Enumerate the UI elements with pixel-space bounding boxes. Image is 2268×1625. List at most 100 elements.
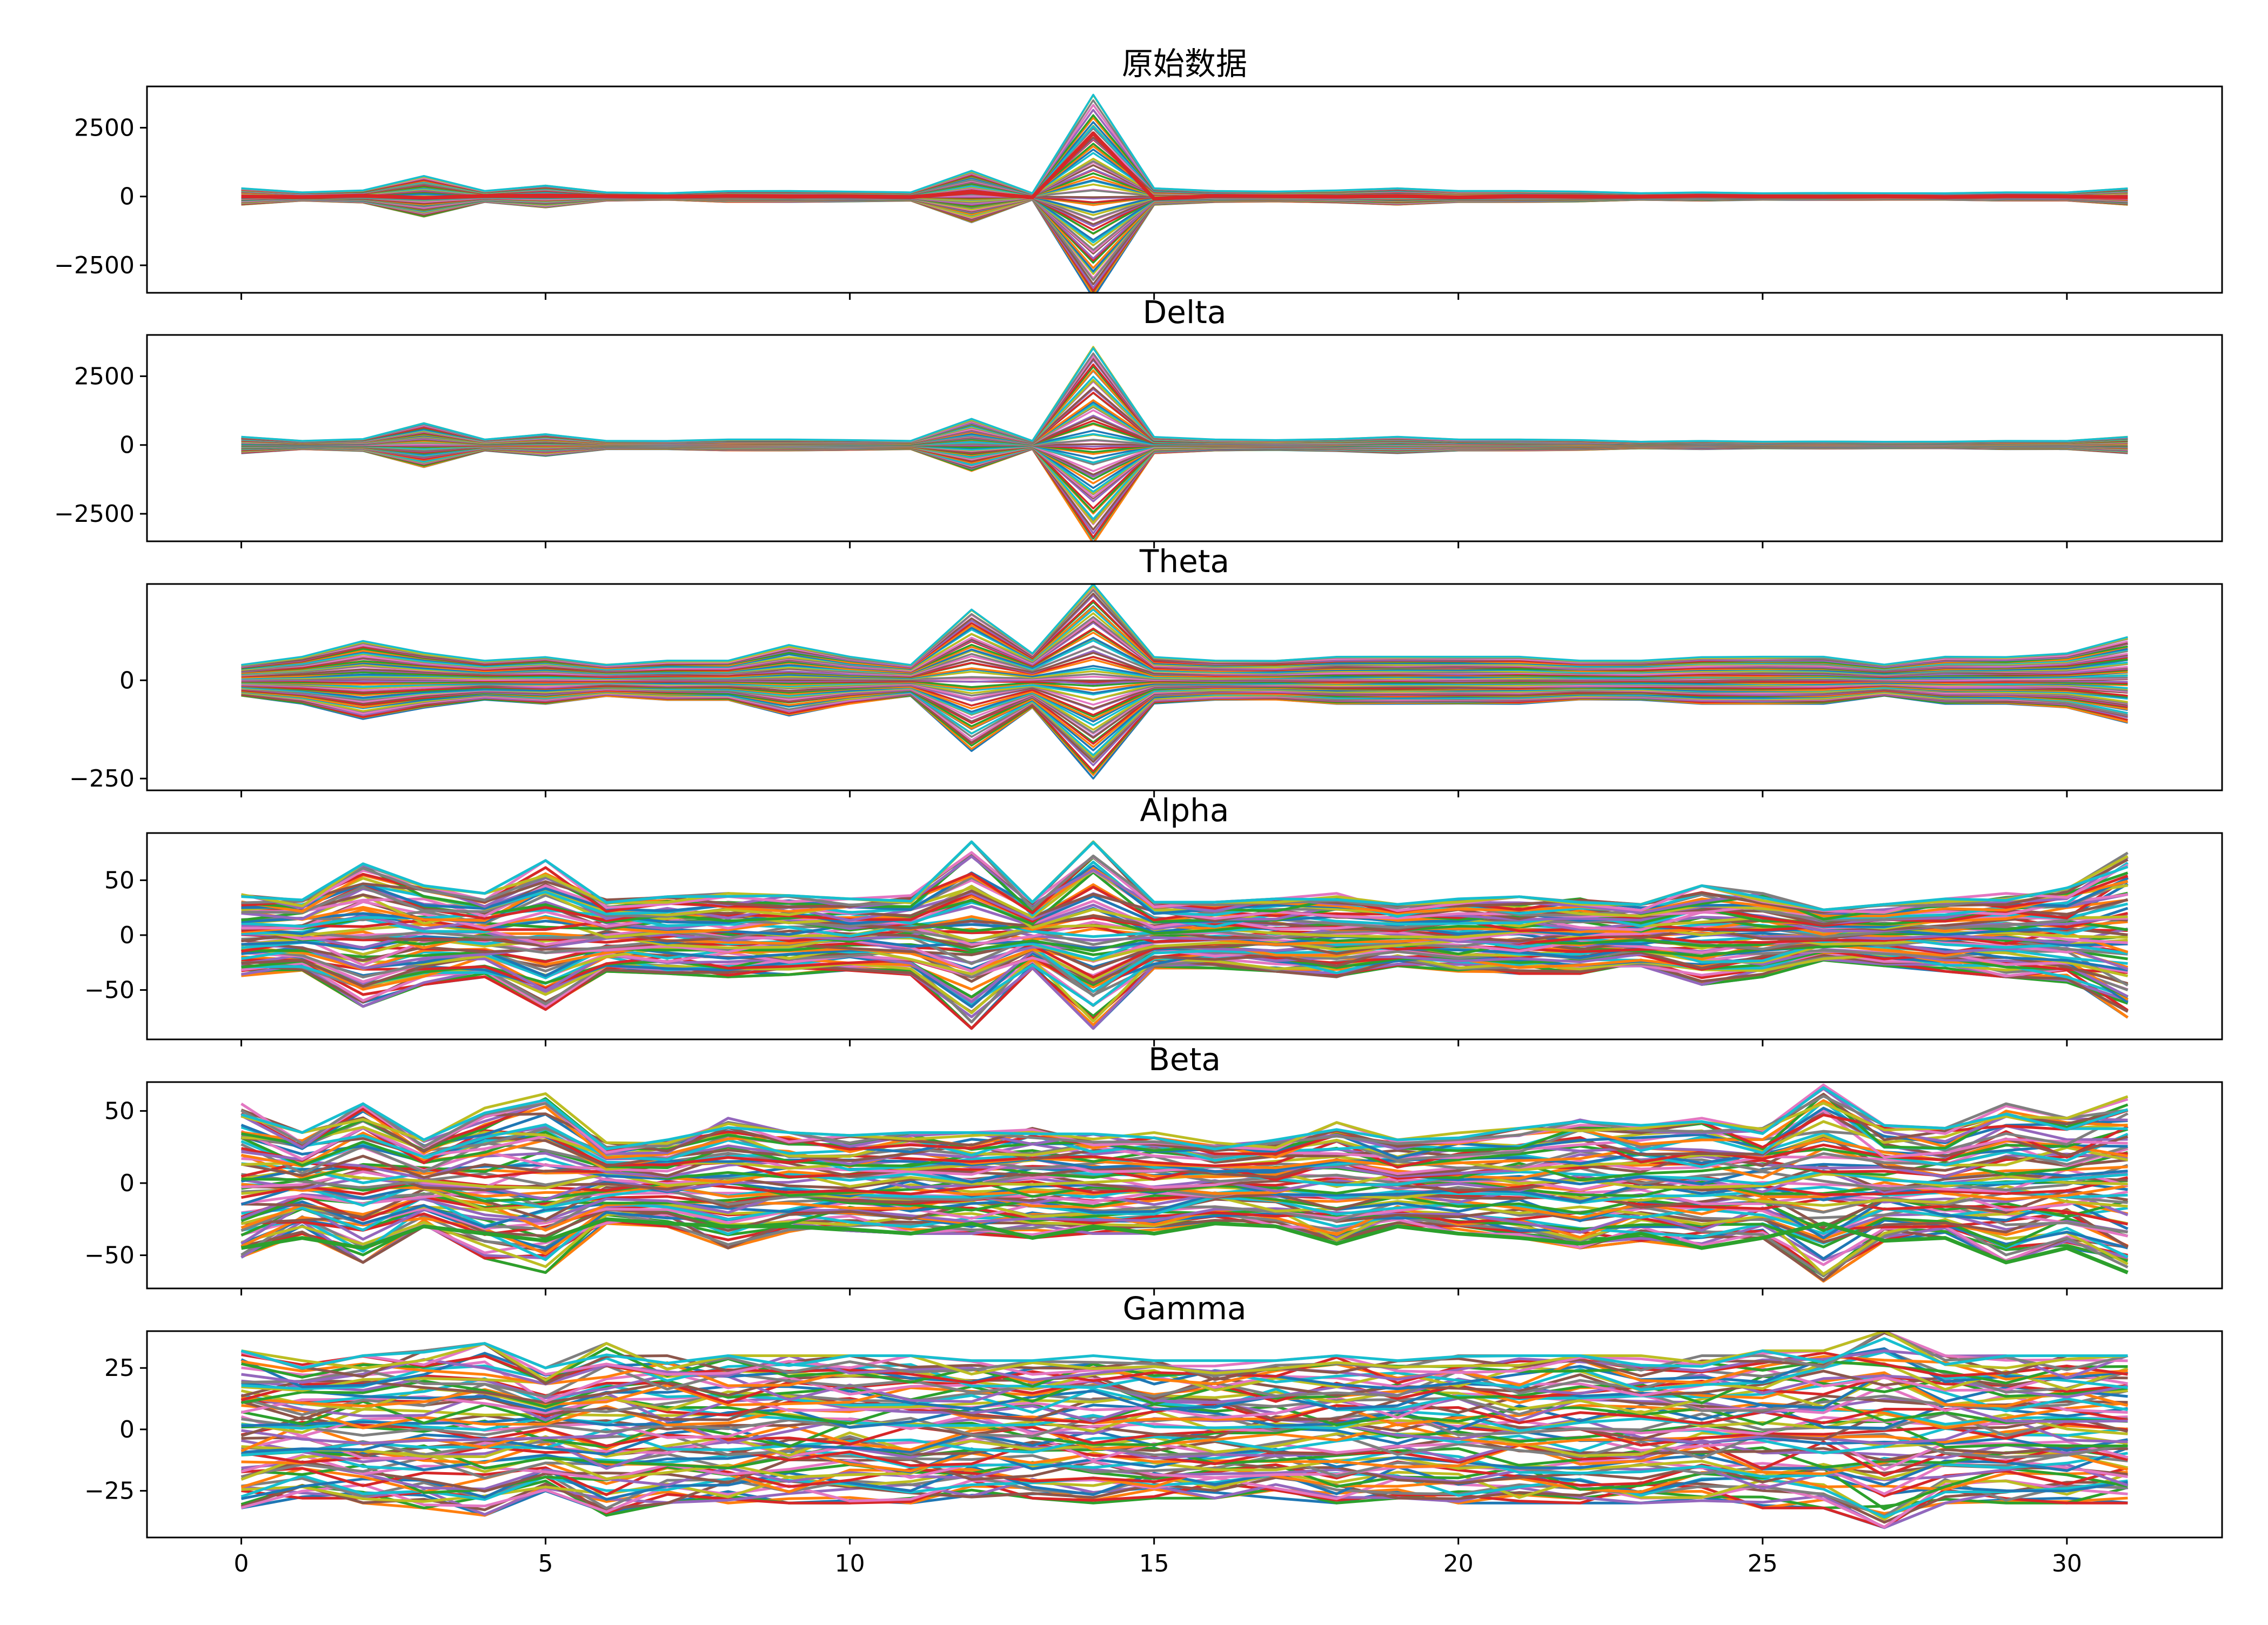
y-tick-label: 25 — [104, 1354, 135, 1382]
series-line — [241, 109, 2128, 195]
series-line — [241, 369, 2128, 444]
series-line — [240, 1092, 2129, 1149]
series-line — [241, 198, 2128, 293]
series-line — [241, 124, 2128, 196]
axes-frame — [146, 334, 2223, 542]
subplot-Alpha: −50 0 50 Alpha — [84, 792, 2223, 1046]
x-tick-label: 30 — [2052, 1550, 2082, 1577]
series-line — [241, 137, 2128, 196]
subplot-title: Alpha — [1140, 792, 1229, 829]
y-tick-label: −2500 — [54, 500, 135, 528]
series-line — [241, 924, 2128, 945]
subplot-title: Theta — [1139, 543, 1229, 580]
series-line — [241, 127, 2128, 196]
x-tick-label: 15 — [1139, 1550, 1169, 1577]
series-line — [241, 198, 2128, 289]
series-line — [241, 121, 2128, 196]
series-line — [241, 358, 2128, 444]
y-tick-label: 0 — [119, 1170, 135, 1197]
series-line — [241, 589, 2128, 667]
series-line — [241, 94, 2128, 194]
series-line — [241, 198, 2128, 293]
x-tick-label: 25 — [1748, 1550, 1778, 1577]
y-tick-label: 50 — [104, 1097, 135, 1125]
series-group — [241, 584, 2128, 780]
subplot-title: Gamma — [1122, 1290, 1246, 1327]
series-line — [241, 694, 2128, 776]
series-line — [241, 346, 2128, 443]
series-line — [241, 386, 2128, 444]
subplot-Delta: −2500 0 2500 Delta — [54, 294, 2223, 548]
series-line — [240, 1208, 2129, 1260]
series-line — [241, 198, 2128, 273]
series-line — [241, 104, 2128, 195]
series-group — [241, 346, 2128, 541]
series-line — [240, 1479, 2129, 1517]
series-line — [241, 585, 2128, 667]
series-line — [241, 447, 2128, 535]
y-tick-label: −250 — [69, 765, 135, 793]
subplot-Gamma: −25 0 25 0 5 10 15 20 25 30 Gamma — [84, 1290, 2223, 1577]
axes-frame — [146, 583, 2223, 791]
series-line — [241, 198, 2128, 292]
series-line — [241, 365, 2128, 444]
series-line — [241, 908, 2128, 936]
series-line — [241, 446, 2128, 515]
series-line — [241, 594, 2128, 668]
series-line — [241, 1475, 2128, 1529]
series-line — [241, 693, 2128, 773]
series-line — [241, 840, 2129, 911]
series-line — [241, 446, 2128, 526]
series-line — [241, 198, 2128, 275]
series-line — [241, 109, 2128, 195]
y-tick-label: 0 — [119, 183, 135, 211]
x-tick-label: 10 — [835, 1550, 865, 1577]
series-line — [241, 592, 2128, 668]
series-line — [241, 447, 2128, 539]
series-line — [241, 379, 2128, 444]
x-tick-label: 5 — [538, 1550, 553, 1577]
series-line — [241, 446, 2128, 523]
axes-frame — [146, 832, 2223, 1040]
series-line — [240, 1193, 2129, 1239]
series-line — [241, 446, 2128, 509]
series-line — [241, 447, 2128, 541]
series-line — [241, 446, 2128, 502]
subplot-title: 原始数据 — [1122, 45, 1247, 82]
series-line — [241, 1440, 2129, 1477]
highlight-series-line — [241, 131, 2128, 201]
series-line — [241, 938, 2128, 971]
series-line — [241, 864, 2129, 917]
series-line — [241, 347, 2128, 443]
series-line — [241, 1177, 2128, 1201]
series-group — [240, 1331, 2129, 1529]
series-line — [241, 93, 2128, 194]
series-line — [241, 1125, 2129, 1169]
series-line — [241, 447, 2128, 540]
subplot-Theta: −250 0 Theta — [69, 543, 2223, 797]
series-line — [241, 363, 2128, 444]
y-tick-label: 2500 — [74, 362, 135, 390]
series-line — [241, 388, 2128, 445]
series-line — [241, 198, 2128, 279]
y-tick-label: 50 — [104, 867, 135, 894]
series-line — [241, 446, 2128, 513]
series-line — [240, 1106, 2128, 1159]
series-line — [241, 370, 2128, 444]
subplot-Beta: −50 0 50 Beta — [84, 1041, 2223, 1295]
series-line — [241, 693, 2128, 767]
series-line — [241, 132, 2128, 196]
series-line — [241, 379, 2128, 444]
series-line — [241, 359, 2128, 444]
series-line — [241, 447, 2128, 531]
series-line — [240, 1385, 2128, 1420]
series-line — [241, 104, 2128, 195]
series-group — [240, 840, 2129, 1030]
axes-frame — [146, 85, 2223, 294]
subplot-title: Beta — [1148, 1041, 1221, 1078]
y-tick-label: 2500 — [74, 114, 135, 142]
series-line — [241, 197, 2128, 260]
series-line — [241, 447, 2128, 541]
